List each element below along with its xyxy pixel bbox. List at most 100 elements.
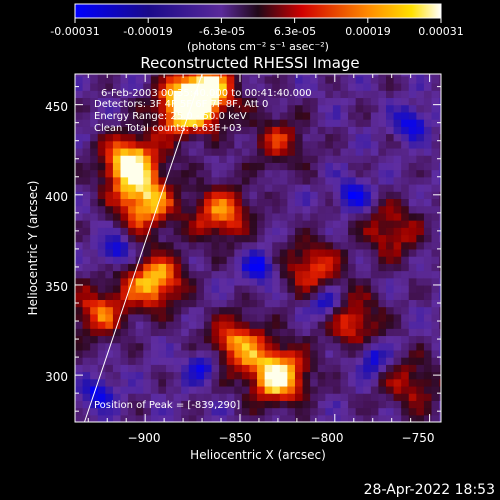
heatmap-cell — [150, 321, 160, 329]
heatmap-cell — [325, 335, 334, 344]
heatmap-cell — [234, 321, 243, 329]
heatmap-cell — [128, 407, 137, 416]
heatmap-cell — [150, 126, 160, 135]
heatmap-cell — [332, 126, 342, 135]
heatmap-cell — [287, 75, 296, 84]
heatmap-cell — [249, 364, 258, 373]
heatmap-cell — [112, 335, 122, 344]
heatmap-cell — [310, 349, 319, 358]
heatmap-cell — [302, 155, 311, 163]
heatmap-cell — [128, 104, 137, 113]
heatmap-cell — [120, 90, 129, 99]
heatmap-cell — [90, 162, 99, 171]
heatmap-cell — [241, 140, 251, 149]
heatmap-cell — [128, 74, 137, 77]
heatmap-cell — [302, 342, 311, 351]
heatmap-cell — [370, 241, 380, 250]
heatmap-cell — [272, 147, 281, 156]
heatmap-cell — [325, 147, 334, 156]
heatmap-cell — [401, 248, 410, 257]
heatmap-cell — [401, 191, 410, 200]
heatmap-cell — [257, 212, 266, 221]
heatmap-cell — [196, 133, 205, 142]
heatmap-cell — [264, 241, 273, 250]
heatmap-cell — [120, 97, 129, 106]
heatmap-cell — [135, 263, 144, 272]
heatmap-cell — [272, 74, 281, 77]
heatmap-cell — [203, 176, 213, 185]
heatmap-cell — [378, 169, 387, 178]
heatmap-cell — [241, 299, 251, 308]
heatmap-cell — [294, 176, 304, 185]
heatmap-cell — [363, 378, 372, 387]
heatmap-cell — [203, 119, 213, 127]
heatmap-cell — [416, 119, 425, 127]
heatmap-cell — [128, 364, 137, 373]
heatmap-cell — [279, 241, 288, 250]
heatmap-cell — [112, 248, 122, 257]
heatmap-cell — [234, 176, 243, 185]
heatmap-cell — [287, 227, 296, 236]
heatmap-cell — [188, 90, 197, 99]
heatmap-cell — [105, 74, 114, 77]
heatmap-cell — [158, 162, 167, 171]
heatmap-cell — [158, 393, 167, 401]
heatmap-cell — [408, 227, 417, 236]
heatmap-cell — [408, 263, 417, 272]
heatmap-cell — [264, 263, 273, 272]
heatmap-cell — [203, 248, 213, 257]
heatmap-cell — [158, 270, 167, 279]
heatmap-cell — [340, 234, 349, 243]
heatmap-cell — [431, 335, 440, 344]
heatmap-cell — [363, 133, 372, 142]
heatmap-cell — [219, 393, 228, 401]
heatmap-cell — [211, 119, 220, 127]
heatmap-cell — [302, 371, 311, 380]
heatmap-cell — [355, 371, 364, 380]
heatmap-cell — [128, 169, 137, 178]
heatmap-cell — [317, 284, 326, 293]
heatmap-cell — [120, 306, 129, 315]
heatmap-cell — [317, 256, 326, 264]
heatmap-cell — [196, 83, 205, 91]
heatmap-cell — [211, 263, 220, 272]
heatmap-cell — [120, 349, 129, 358]
heatmap-cell — [158, 284, 167, 293]
heatmap-cell — [181, 198, 190, 207]
heatmap-cell — [150, 263, 160, 272]
heatmap-cell — [287, 284, 296, 293]
heatmap-cell — [287, 270, 296, 279]
heatmap-cell — [348, 378, 357, 387]
x-tick-label: −750 — [402, 431, 435, 445]
heatmap-cell — [294, 414, 304, 422]
heatmap-cell — [431, 349, 440, 358]
heatmap-cell — [249, 270, 258, 279]
heatmap-cell — [431, 220, 440, 228]
heatmap-cell — [82, 407, 91, 416]
heatmap-cell — [219, 256, 228, 264]
heatmap-cell — [294, 306, 304, 315]
heatmap-cell — [120, 104, 129, 113]
heatmap-cell — [294, 220, 304, 228]
heatmap-cell — [302, 321, 311, 329]
heatmap-cell — [378, 162, 387, 171]
heatmap-cell — [166, 126, 175, 135]
heatmap-cell — [97, 241, 106, 250]
heatmap-cell — [378, 90, 387, 99]
heatmap-cell — [302, 83, 311, 91]
heatmap-cell — [219, 306, 228, 315]
heatmap-cell — [211, 299, 220, 308]
heatmap-cell — [112, 371, 122, 380]
heatmap-cell — [348, 126, 357, 135]
heatmap-cell — [439, 234, 441, 243]
heatmap-cell — [431, 111, 440, 120]
heatmap-cell — [355, 393, 364, 401]
heatmap-cell — [378, 321, 387, 329]
heatmap-cell — [128, 126, 137, 135]
heatmap-cell — [287, 357, 296, 365]
heatmap-cell — [97, 306, 106, 315]
heatmap-cell — [241, 335, 251, 344]
heatmap-cell — [348, 133, 357, 142]
heatmap-cell — [150, 220, 160, 228]
heatmap-cell — [294, 357, 304, 365]
